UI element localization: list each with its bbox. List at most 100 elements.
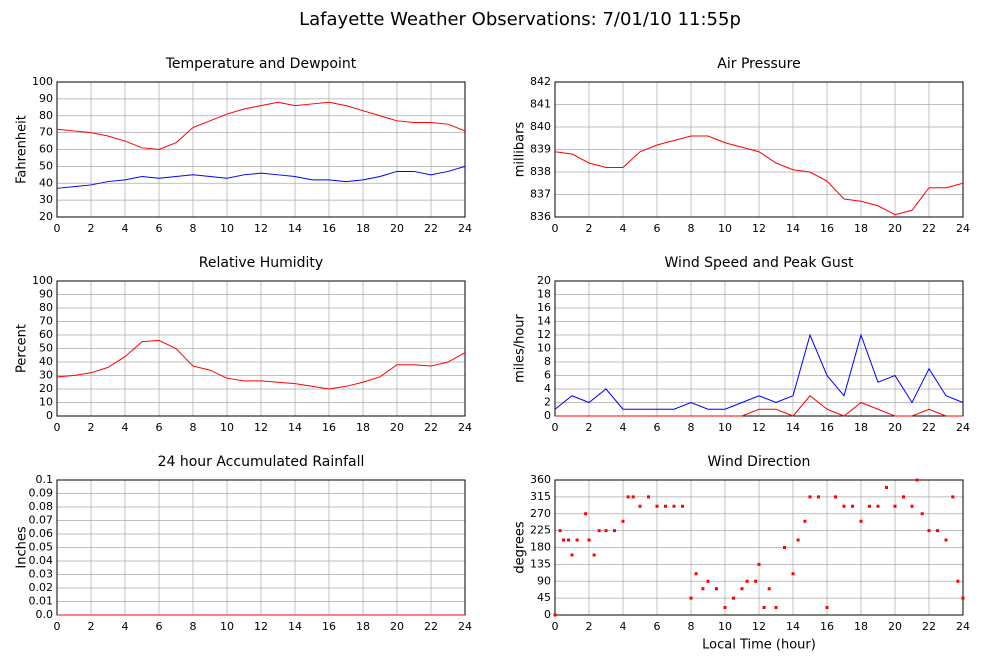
point — [927, 529, 931, 533]
x-tick-label: 22 — [424, 222, 438, 235]
y-tick-label: 50 — [39, 342, 53, 355]
point — [825, 606, 829, 609]
y-tick-label: 315 — [530, 490, 551, 503]
point — [701, 587, 705, 591]
x-tick-label: 10 — [718, 421, 732, 434]
y-tick-label: 180 — [530, 541, 551, 554]
y-tick-label: 0 — [544, 409, 551, 422]
x-tick-label: 8 — [688, 620, 695, 633]
plot-frame — [56, 280, 466, 417]
x-tick-label: 2 — [88, 222, 95, 235]
point — [613, 529, 616, 533]
x-tick-label: 6 — [654, 620, 661, 633]
point — [647, 495, 650, 499]
x-tick-label: 18 — [356, 222, 370, 235]
x-tick-label: 0 — [54, 620, 61, 633]
point — [851, 504, 854, 508]
x-tick-label: 20 — [390, 421, 404, 434]
line — [555, 395, 963, 417]
x-tick-label: 16 — [820, 222, 834, 235]
line — [56, 165, 466, 189]
point — [796, 538, 800, 542]
plot-frame — [554, 479, 964, 616]
point — [956, 579, 960, 583]
y-tick-label: 14 — [537, 315, 551, 328]
point — [767, 587, 771, 591]
y-axis-label: miles/hour — [513, 313, 528, 382]
y-tick-label: 10 — [39, 396, 53, 409]
x-tick-label: 14 — [288, 620, 302, 633]
y-tick-label: 90 — [39, 92, 53, 105]
y-tick-label: 6 — [544, 369, 551, 382]
point — [885, 486, 888, 489]
y-tick-label: 30 — [39, 369, 53, 382]
x-tick-label: 20 — [390, 222, 404, 235]
point — [587, 538, 591, 542]
x-tick-label: 6 — [156, 620, 163, 633]
y-tick-label: 30 — [39, 193, 53, 206]
y-tick-label: 80 — [39, 301, 53, 314]
x-tick-label: 10 — [718, 222, 732, 235]
x-tick-label: 10 — [220, 620, 234, 633]
y-axis-label: Fahrenheit — [15, 115, 30, 184]
x-tick-label: 18 — [356, 421, 370, 434]
x-tick-label: 14 — [288, 222, 302, 235]
y-tick-label: 50 — [39, 159, 53, 172]
x-tick-label: 24 — [458, 421, 472, 434]
point — [791, 572, 795, 576]
point — [902, 495, 905, 499]
x-tick-label: 22 — [424, 620, 438, 633]
point — [553, 613, 557, 617]
x-tick-label: 12 — [752, 222, 766, 235]
y-tick-label: 80 — [39, 109, 53, 122]
point — [842, 504, 846, 508]
y-axis-label: Inches — [15, 526, 30, 568]
x-tick-label: 14 — [786, 421, 800, 434]
x-tick-label: 4 — [620, 421, 627, 434]
y-tick-label: 836 — [530, 210, 551, 223]
point — [783, 546, 786, 549]
y-tick-label: 838 — [530, 165, 551, 178]
x-tick-label: 20 — [390, 620, 404, 633]
x-tick-label: 8 — [190, 620, 197, 633]
x-tick-label: 16 — [322, 620, 336, 633]
x-tick-label: 2 — [586, 620, 593, 633]
plot-frame — [56, 81, 466, 218]
y-tick-label: 40 — [39, 355, 53, 368]
x-tick-label: 24 — [458, 620, 472, 633]
point — [694, 572, 698, 576]
x-tick-label: 12 — [254, 421, 268, 434]
x-tick-label: 14 — [786, 620, 800, 633]
y-tick-label: 40 — [39, 176, 53, 189]
y-tick-label: 0.0 — [36, 608, 54, 621]
y-tick-label: 840 — [530, 120, 551, 133]
line — [554, 333, 964, 410]
point — [604, 529, 608, 533]
y-tick-label: 841 — [530, 98, 551, 111]
y-tick-label: 100 — [32, 274, 53, 287]
point — [567, 538, 571, 542]
point — [626, 495, 630, 499]
x-tick-label: 16 — [820, 421, 834, 434]
y-tick-label: 135 — [530, 557, 551, 570]
point — [859, 519, 863, 523]
point — [808, 495, 812, 499]
y-tick-label: 0.03 — [29, 568, 54, 581]
point — [638, 504, 642, 508]
point — [745, 579, 749, 583]
x-tick-label: 4 — [122, 222, 129, 235]
x-tick-label: 6 — [156, 421, 163, 434]
plot-frame — [554, 81, 964, 218]
point — [944, 538, 948, 542]
y-tick-label: 12 — [537, 328, 551, 341]
x-tick-label: 10 — [718, 620, 732, 633]
y-tick-label: 0.02 — [29, 581, 54, 594]
x-tick-label: 4 — [620, 620, 627, 633]
point — [920, 512, 924, 516]
point — [757, 562, 761, 566]
x-tick-label: 0 — [552, 421, 559, 434]
y-axis-label: Percent — [15, 324, 30, 373]
x-tick-label: 24 — [458, 222, 472, 235]
y-tick-label: 225 — [530, 524, 551, 537]
y-axis-label: millibars — [513, 122, 528, 178]
